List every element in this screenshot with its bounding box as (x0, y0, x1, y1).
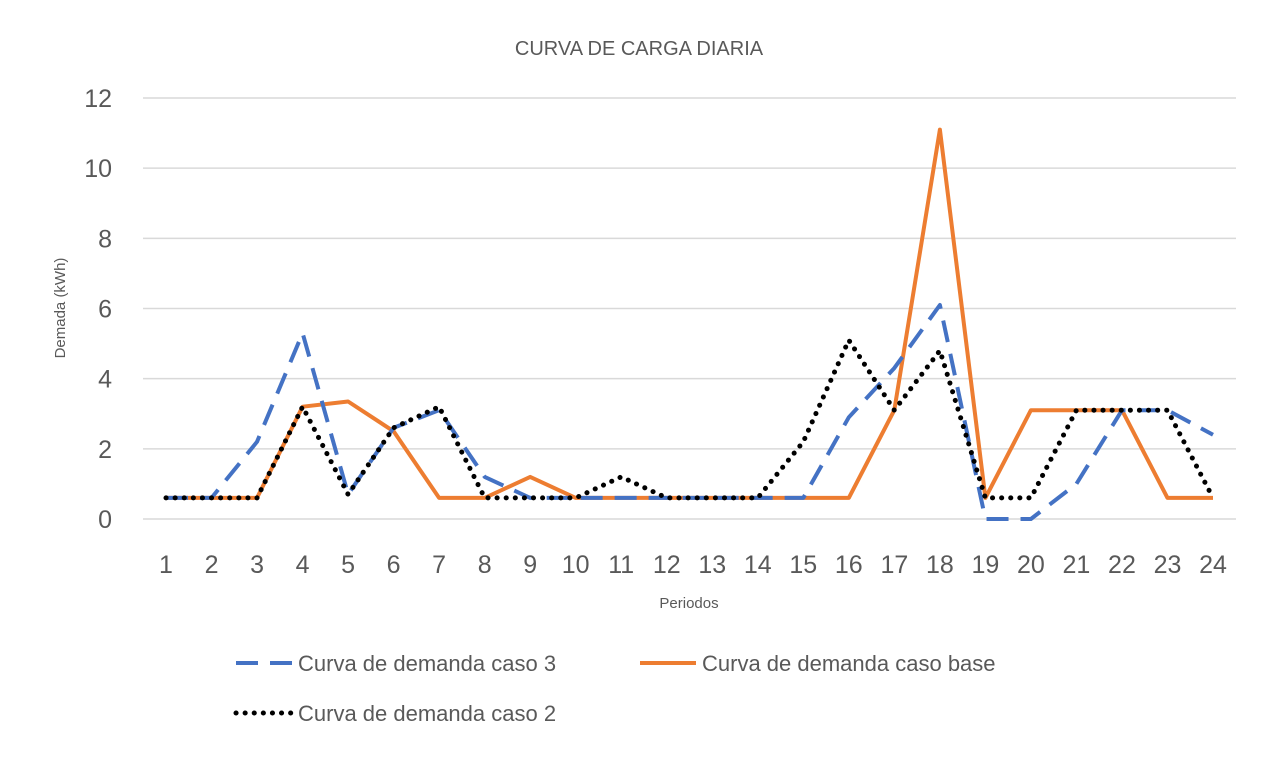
x-tick-label: 1 (159, 551, 173, 579)
y-tick-label: 10 (84, 155, 112, 183)
y-tick-label: 8 (98, 225, 112, 253)
y-tick-label: 6 (98, 296, 112, 324)
x-tick-label: 17 (880, 551, 908, 579)
x-tick-label: 20 (1017, 551, 1045, 579)
y-tick-label: 4 (98, 366, 112, 394)
x-axis-label: Periodos (659, 595, 718, 612)
x-tick-label: 10 (562, 551, 590, 579)
x-tick-label: 5 (341, 551, 355, 579)
x-tick-label: 21 (1063, 551, 1091, 579)
x-tick-label: 6 (387, 551, 401, 579)
x-tick-label: 9 (523, 551, 537, 579)
x-tick-label: 11 (608, 551, 634, 579)
legend-label: Curva de demanda caso 3 (298, 651, 556, 676)
series-line-2 (163, 337, 1216, 501)
series-line-1 (166, 127, 1213, 500)
x-tick-label: 24 (1199, 551, 1227, 579)
x-tick-label: 3 (250, 551, 264, 579)
y-tick-label: 12 (84, 85, 112, 113)
x-tick-label: 7 (432, 551, 446, 579)
chart-title: CURVA DE CARGA DIARIA (515, 38, 764, 60)
x-tick-label: 19 (971, 551, 999, 579)
y-tick-label: 0 (98, 506, 112, 534)
x-tick-label: 14 (744, 551, 772, 579)
x-tick-label: 15 (789, 551, 817, 579)
x-tick-label: 4 (296, 551, 310, 579)
x-tick-label: 16 (835, 551, 863, 579)
y-axis-label: Demada (kWh) (52, 258, 69, 359)
x-tick-label: 2 (205, 551, 219, 579)
x-tick-label: 23 (1154, 551, 1182, 579)
legend-label: Curva de demanda caso base (702, 651, 996, 676)
legend-label: Curva de demanda caso 2 (298, 701, 556, 726)
x-tick-label: 18 (926, 551, 954, 579)
x-tick-label: 8 (478, 551, 492, 579)
x-tick-label: 22 (1108, 551, 1136, 579)
x-tick-label: 12 (653, 551, 681, 579)
y-tick-label: 2 (98, 436, 112, 464)
x-tick-label: 13 (698, 551, 726, 579)
